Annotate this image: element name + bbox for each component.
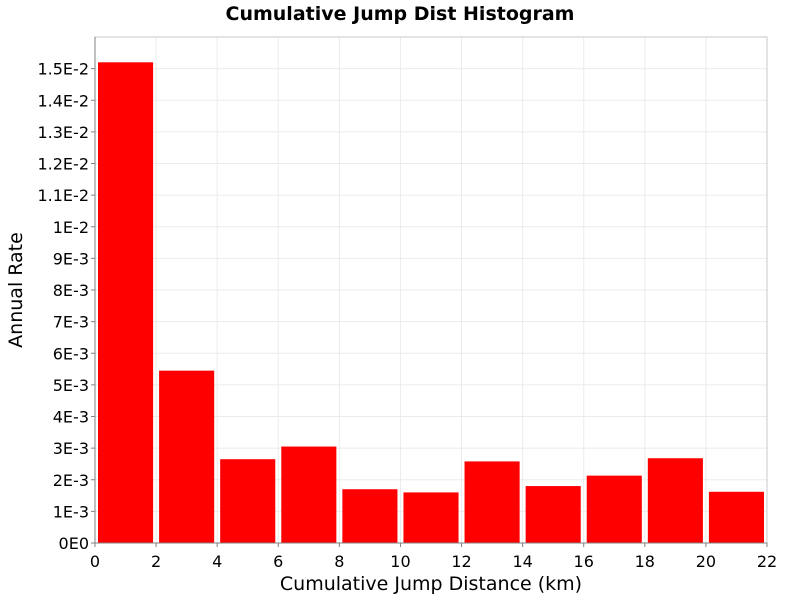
grid-lines	[94, 37, 768, 544]
y-tick-label: 1.1E-2	[37, 186, 89, 205]
x-tick-label: 6	[273, 552, 283, 571]
y-tick-label: 7E-3	[53, 313, 89, 332]
x-tick-label: 8	[334, 552, 344, 571]
y-tick-label: 9E-3	[53, 249, 89, 268]
y-tick-label: 1.3E-2	[37, 123, 89, 142]
y-tick-label: 1E-2	[53, 218, 89, 237]
histogram-bar	[525, 486, 581, 543]
y-tick-label: 4E-3	[53, 408, 89, 427]
x-tick-label: 14	[512, 552, 532, 571]
histogram-bar	[220, 459, 276, 543]
x-tick-label: 10	[390, 552, 410, 571]
histogram-bar	[647, 458, 703, 543]
y-tick-label: 8E-3	[53, 281, 89, 300]
y-tick-label: 0E0	[59, 534, 89, 553]
y-axis-label: Annual Rate	[5, 232, 27, 348]
bars	[98, 62, 764, 544]
x-tick-label: 0	[90, 552, 100, 571]
x-tick-label: 22	[757, 552, 777, 571]
y-tick-label: 1.4E-2	[37, 91, 89, 110]
x-axis-ticks: 0 2 4 6 8 10 12 14 16 18 20 22	[90, 543, 777, 571]
y-tick-label: 6E-3	[53, 344, 89, 363]
x-tick-label: 18	[635, 552, 655, 571]
histogram-bar	[98, 62, 154, 544]
y-tick-label: 3E-3	[53, 439, 89, 458]
y-tick-label: 1.2E-2	[37, 155, 89, 174]
y-tick-label: 2E-3	[53, 471, 89, 490]
histogram-bar	[403, 492, 459, 543]
histogram-bar	[708, 491, 764, 543]
histogram-bar	[281, 446, 337, 543]
x-tick-label: 20	[696, 552, 716, 571]
histogram-bar	[464, 461, 520, 543]
y-tick-label: 5E-3	[53, 376, 89, 395]
y-tick-label: 1.5E-2	[37, 60, 89, 79]
histogram-bar	[159, 370, 215, 543]
x-axis-label: Cumulative Jump Distance (km)	[280, 573, 582, 595]
histogram-bar	[342, 489, 398, 543]
x-tick-label: 12	[451, 552, 471, 571]
x-tick-label: 4	[212, 552, 222, 571]
histogram-bar	[586, 475, 642, 543]
chart-title: Cumulative Jump Dist Histogram	[226, 3, 575, 25]
y-axis-ticks: 0E0 1E-3 2E-3 3E-3 4E-3 5E-3 6E-3 7E-3 8E-3 9E-3 1…	[37, 60, 95, 553]
x-tick-label: 16	[574, 552, 594, 571]
y-tick-label: 1E-3	[53, 502, 89, 521]
x-tick-label: 2	[151, 552, 161, 571]
